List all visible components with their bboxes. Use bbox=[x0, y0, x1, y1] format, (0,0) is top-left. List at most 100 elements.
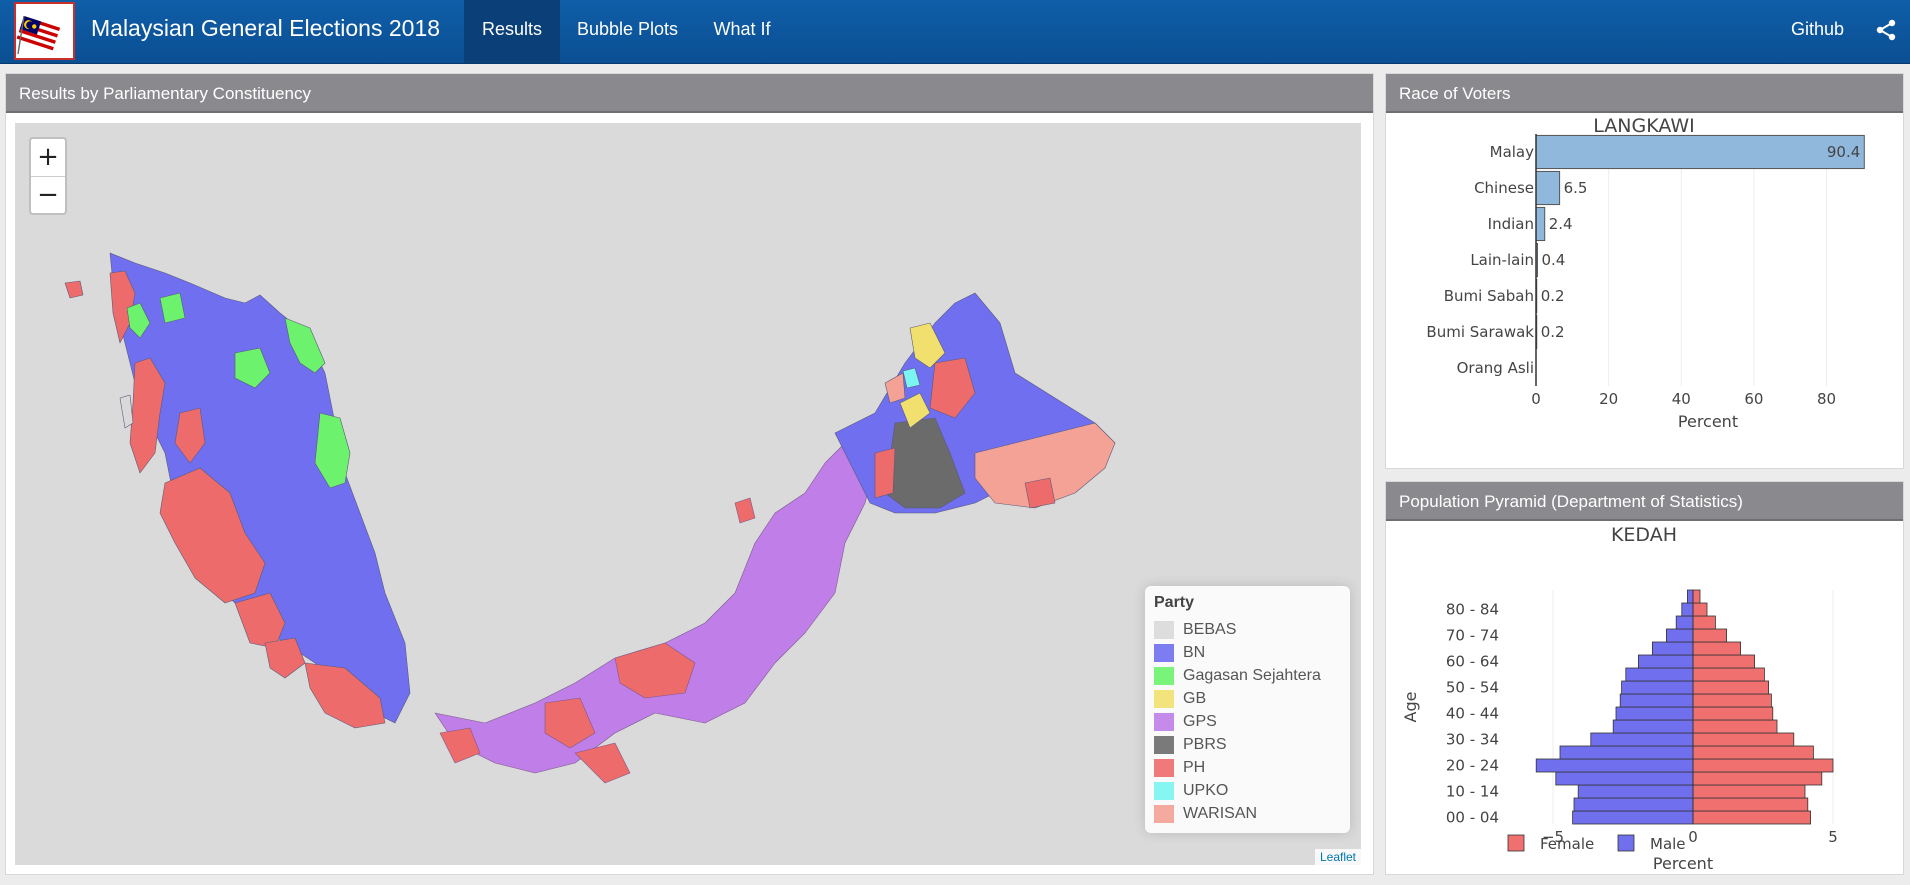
legend-label: GB bbox=[1183, 690, 1207, 707]
zoom-in-button[interactable]: + bbox=[31, 139, 65, 177]
x-tick-label: −5 bbox=[1542, 828, 1564, 846]
age-tick-label: 80 - 84 bbox=[1446, 601, 1499, 619]
x-tick-label: 60 bbox=[1744, 390, 1763, 408]
female-bar bbox=[1692, 589, 1701, 604]
legend-item-gagasan-sejahtera: Gagasan Sejahtera bbox=[1154, 666, 1321, 686]
region-sarawak-ph-3 bbox=[574, 742, 631, 784]
male-bar bbox=[1615, 706, 1694, 721]
region-sabah-upko bbox=[902, 367, 921, 389]
value-label: 6.5 bbox=[1564, 179, 1588, 197]
region-sarawak-gps bbox=[434, 422, 876, 774]
malaysia-flag-icon[interactable] bbox=[14, 2, 75, 60]
tab-results[interactable]: Results bbox=[464, 0, 560, 63]
constituency-map[interactable]: + − Party BEBAS BN Gagasan Sejahtera GB GPS P… bbox=[15, 123, 1361, 865]
legend-swatch bbox=[1154, 666, 1174, 685]
chart-title: KEDAH bbox=[1611, 524, 1677, 546]
zoom-control: + − bbox=[29, 137, 67, 215]
region-kuching-ph bbox=[439, 727, 481, 764]
legend-label: Female bbox=[1540, 835, 1594, 853]
value-label: 2.4 bbox=[1549, 215, 1573, 233]
legend-swatch bbox=[1154, 781, 1174, 800]
region-sabah-ph bbox=[929, 357, 976, 419]
male-bar bbox=[1535, 758, 1694, 773]
legend-item-warisan: WARISAN bbox=[1154, 804, 1257, 824]
female-bar bbox=[1692, 771, 1823, 786]
region-nsembilan-ph bbox=[234, 592, 286, 649]
female-bar bbox=[1692, 732, 1795, 747]
category-label: Bumi Sabah bbox=[1444, 287, 1534, 305]
tab-bubble-plots[interactable]: Bubble Plots bbox=[576, 19, 679, 39]
age-tick-label: 20 - 24 bbox=[1446, 757, 1499, 775]
x-tick-label: 20 bbox=[1599, 390, 1618, 408]
female-bar bbox=[1692, 719, 1778, 734]
category-label: Chinese bbox=[1474, 179, 1534, 197]
region-sabah-gb-2 bbox=[899, 392, 931, 429]
top-navbar: Malaysian General Elections 2018 Results… bbox=[0, 0, 1910, 64]
region-perak-ph bbox=[129, 357, 166, 474]
x-axis-label: Percent bbox=[1678, 412, 1738, 431]
age-tick-label: 70 - 74 bbox=[1446, 627, 1499, 645]
value-label: 90.4 bbox=[1827, 143, 1860, 161]
region-johor-ph bbox=[304, 662, 386, 729]
github-link[interactable]: Github bbox=[1790, 19, 1845, 39]
x-tick-label: 0 bbox=[1531, 390, 1541, 408]
legend-item-bebas: BEBAS bbox=[1154, 620, 1236, 640]
legend-label: PBRS bbox=[1183, 736, 1227, 753]
value-label: 0.4 bbox=[1541, 251, 1565, 269]
female-bar bbox=[1692, 745, 1814, 760]
leaflet-attribution-link[interactable]: Leaflet bbox=[1314, 849, 1361, 865]
legend-title: Party bbox=[1154, 594, 1195, 611]
female-bar bbox=[1692, 706, 1774, 721]
category-label: Indian bbox=[1488, 215, 1534, 233]
region-kedah-gs bbox=[159, 292, 186, 324]
legend-item-upko: UPKO bbox=[1154, 781, 1228, 801]
category-label: Lain-lain bbox=[1470, 251, 1534, 269]
category-label: Bumi Sarawak bbox=[1426, 323, 1534, 341]
region-melaka-ph bbox=[264, 637, 306, 679]
legend-item-gb: GB bbox=[1154, 689, 1206, 709]
region-sabah-warisan-2 bbox=[884, 372, 906, 404]
category-label: Orang Asli bbox=[1457, 359, 1534, 377]
zoom-out-button[interactable]: − bbox=[37, 180, 59, 210]
legend-swatch bbox=[1154, 735, 1174, 754]
x-tick-label: 5 bbox=[1828, 828, 1838, 846]
region-kelantan-gs bbox=[284, 317, 326, 374]
legend-item-gps: GPS bbox=[1154, 712, 1217, 732]
age-tick-label: 10 - 14 bbox=[1446, 783, 1499, 801]
legend-label: BN bbox=[1183, 644, 1206, 661]
male-bar bbox=[1651, 641, 1694, 656]
region-perlis-gs bbox=[126, 302, 151, 339]
region-sarawak-ph-2 bbox=[544, 697, 596, 749]
legend-swatch bbox=[1154, 804, 1174, 823]
legend-swatch bbox=[1154, 689, 1174, 708]
age-tick-label: 50 - 54 bbox=[1446, 679, 1499, 697]
female-bar bbox=[1692, 810, 1811, 825]
male-bar bbox=[1573, 797, 1694, 812]
legend-label: UPKO bbox=[1183, 782, 1229, 799]
male-bar bbox=[1637, 654, 1694, 669]
male-bar bbox=[1559, 745, 1694, 760]
legend-label: BEBAS bbox=[1183, 621, 1237, 638]
region-sabah-gb bbox=[909, 322, 946, 369]
male-bar bbox=[1681, 602, 1694, 617]
region-peninsular-bn bbox=[109, 252, 411, 724]
male-bar bbox=[1572, 810, 1694, 825]
chart-title: LANGKAWI bbox=[1593, 115, 1694, 137]
malaysia-choropleth[interactable] bbox=[15, 123, 1361, 865]
age-tick-label: 60 - 64 bbox=[1446, 653, 1499, 671]
male-bar bbox=[1612, 719, 1694, 734]
region-terengganu-gs bbox=[314, 412, 351, 489]
pyramid-panel-title: Population Pyramid (Department of Statis… bbox=[1386, 482, 1903, 521]
female-bar bbox=[1692, 758, 1834, 773]
region-kelantan-gs-2 bbox=[234, 347, 271, 389]
y-axis-label: Age bbox=[1401, 692, 1420, 723]
tab-what-if[interactable]: What If bbox=[713, 19, 771, 39]
male-bar bbox=[1665, 628, 1694, 643]
male-bar bbox=[1621, 680, 1694, 695]
map-panel: Results by Parliamentary Constituency bbox=[5, 73, 1374, 875]
male-bar bbox=[1675, 615, 1694, 630]
share-icon[interactable] bbox=[1874, 18, 1898, 42]
x-tick-label: 0 bbox=[1688, 828, 1698, 846]
age-tick-label: 30 - 34 bbox=[1446, 731, 1499, 749]
x-tick-label: 80 bbox=[1817, 390, 1836, 408]
